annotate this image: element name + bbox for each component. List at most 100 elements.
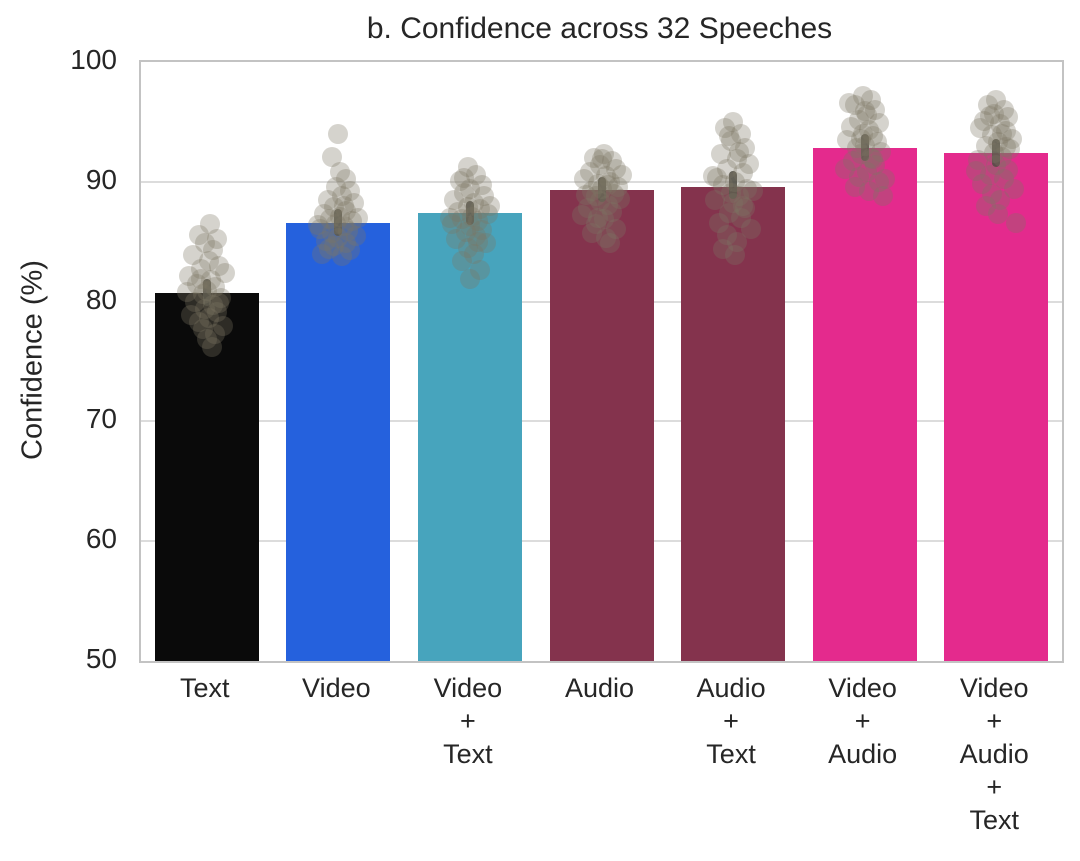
- data-point: [330, 206, 351, 227]
- x-tick-label-4: Audio: [564, 673, 635, 703]
- data-point: [316, 230, 337, 251]
- data-point: [996, 137, 1017, 158]
- data-point: [463, 243, 484, 264]
- data-point: [447, 201, 468, 222]
- data-point: [850, 144, 871, 165]
- data-point: [328, 123, 349, 144]
- data-point: [605, 218, 626, 239]
- data-point: [725, 244, 746, 265]
- data-point: [585, 186, 606, 207]
- data-point: [340, 240, 361, 261]
- data-point: [439, 207, 460, 228]
- data-point: [862, 126, 883, 147]
- data-point: [856, 104, 877, 125]
- data-point: [328, 228, 349, 249]
- data-point: [589, 155, 610, 176]
- data-point: [976, 195, 997, 216]
- data-point: [860, 90, 881, 111]
- data-point: [475, 232, 496, 253]
- data-point: [998, 159, 1019, 180]
- data-point: [334, 195, 355, 216]
- data-point: [469, 199, 490, 220]
- data-point: [725, 171, 746, 192]
- data-point: [202, 240, 223, 261]
- data-point: [741, 218, 762, 239]
- data-point: [198, 308, 219, 329]
- data-point: [579, 162, 600, 183]
- data-point: [988, 204, 1009, 225]
- error-bar-5: [729, 171, 738, 199]
- data-point: [196, 328, 217, 349]
- y-tick-label-70: 70: [85, 403, 117, 435]
- data-point: [868, 171, 889, 192]
- data-point: [854, 101, 875, 122]
- bar-video: [286, 222, 391, 661]
- data-point: [731, 207, 752, 228]
- data-point: [599, 232, 620, 253]
- data-point: [336, 200, 357, 221]
- data-point: [739, 153, 760, 174]
- data-point: [194, 232, 215, 253]
- x-tick-label-2: Video: [302, 673, 371, 703]
- y-tick-label-80: 80: [85, 283, 117, 315]
- data-point: [601, 201, 622, 222]
- data-point: [848, 167, 869, 187]
- data-point: [982, 125, 1003, 146]
- data-point: [186, 273, 207, 294]
- data-point: [984, 103, 1005, 124]
- data-point: [581, 223, 602, 244]
- x-tick-label-1: Text: [180, 673, 230, 703]
- data-point: [719, 202, 740, 223]
- data-point: [711, 144, 732, 165]
- bar-video-audio-text: [944, 153, 1049, 661]
- data-point: [192, 284, 213, 305]
- data-point: [970, 117, 991, 138]
- data-point: [593, 208, 614, 229]
- data-point: [597, 194, 618, 215]
- data-point: [966, 161, 987, 182]
- data-point: [348, 207, 369, 228]
- data-point: [990, 114, 1011, 135]
- data-point: [988, 132, 1009, 153]
- data-point: [585, 213, 606, 234]
- data-point: [451, 208, 472, 229]
- data-point: [976, 135, 997, 156]
- data-point: [451, 250, 472, 271]
- data-point: [326, 176, 347, 197]
- data-point: [737, 178, 758, 199]
- data-point: [176, 282, 197, 303]
- error-bar-2: [334, 209, 343, 236]
- data-point: [587, 207, 608, 228]
- data-point: [342, 211, 363, 232]
- data-point: [199, 213, 220, 234]
- bar-text: [154, 293, 259, 661]
- data-point: [709, 212, 730, 233]
- data-point: [866, 132, 887, 153]
- data-point: [978, 95, 999, 116]
- data-point: [858, 181, 879, 202]
- data-point: [441, 213, 462, 234]
- data-point: [322, 223, 343, 244]
- data-point: [703, 165, 724, 186]
- data-point: [332, 186, 353, 207]
- data-point: [719, 126, 740, 147]
- data-point: [477, 204, 498, 225]
- data-point: [723, 193, 744, 214]
- data-point: [842, 151, 863, 172]
- data-point: [188, 311, 209, 332]
- data-point: [723, 111, 744, 132]
- data-point: [334, 216, 355, 237]
- plot-area: [139, 60, 1064, 663]
- data-point: [984, 143, 1005, 164]
- data-point: [1006, 212, 1027, 233]
- data-point: [717, 158, 738, 179]
- data-point: [583, 147, 604, 168]
- data-point: [575, 184, 596, 205]
- data-point: [609, 188, 630, 209]
- data-point: [595, 228, 616, 249]
- data-point: [599, 171, 620, 192]
- data-point: [459, 178, 480, 199]
- data-point: [443, 189, 464, 210]
- data-point: [846, 138, 867, 159]
- data-point: [473, 186, 494, 207]
